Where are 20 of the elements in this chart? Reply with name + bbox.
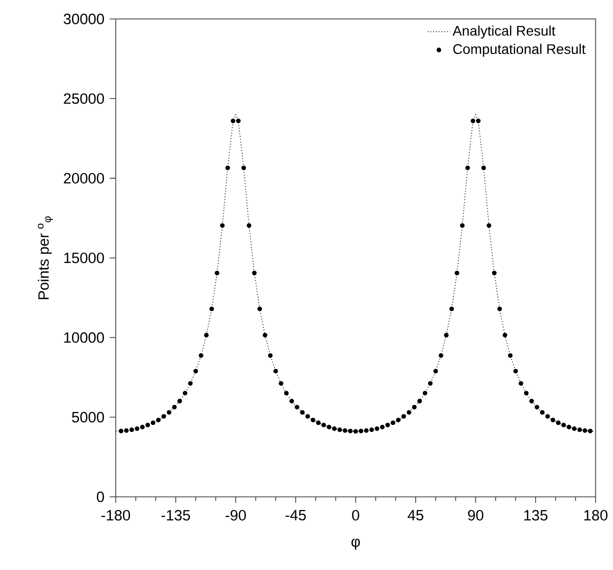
x-tick-label: -45	[286, 510, 306, 521]
legend-label: Computational Result	[453, 44, 586, 57]
y-axis-title: Points per $^{o}$φ	[38, 216, 53, 300]
x-tick-label: 90	[468, 510, 484, 521]
x-tick-label: 0	[352, 510, 360, 521]
x-tick-label: 180	[584, 510, 608, 521]
y-tick-label: 15000	[64, 252, 104, 264]
x-tick-label: 45	[408, 510, 424, 521]
x-tick-label: -90	[226, 510, 246, 521]
legend-label: Analytical Result	[452, 26, 556, 39]
x-tick-label: -180	[101, 510, 130, 521]
x-tick-label: 135	[524, 510, 548, 521]
y-tick-label: 10000	[64, 332, 104, 343]
x-tick-label: -135	[161, 510, 190, 521]
y-tick-label: 25000	[64, 93, 104, 104]
x-axis-title: φ	[351, 538, 360, 550]
y-tick-label: 20000	[64, 173, 104, 184]
y-tick-label: 30000	[64, 14, 104, 24]
y-tick-label: 5000	[72, 412, 104, 423]
y-tick-label: 0	[96, 492, 104, 502]
